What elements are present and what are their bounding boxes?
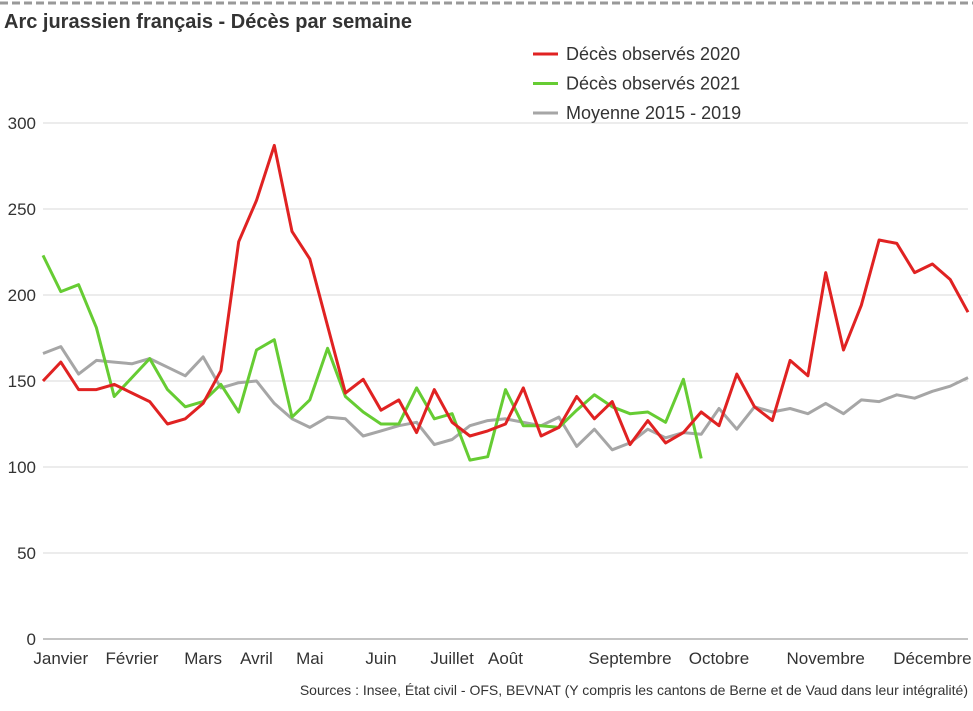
x-tick-label: Novembre bbox=[786, 649, 864, 668]
x-tick-label: Août bbox=[488, 649, 523, 668]
x-tick-label: Mai bbox=[296, 649, 323, 668]
y-tick-label: 250 bbox=[8, 200, 36, 219]
x-tick-label: Septembre bbox=[588, 649, 671, 668]
source-note: Sources : Insee, État civil - OFS, BEVNA… bbox=[300, 682, 968, 698]
x-tick-label: Juin bbox=[365, 649, 396, 668]
legend-label: Décès observés 2021 bbox=[566, 74, 740, 94]
series-line bbox=[41, 254, 703, 462]
x-tick-label: Janvier bbox=[33, 649, 88, 668]
y-tick-label: 150 bbox=[8, 372, 36, 391]
y-tick-label: 0 bbox=[27, 630, 36, 649]
x-tick-label: Mars bbox=[184, 649, 222, 668]
x-tick-label: Octobre bbox=[689, 649, 749, 668]
x-tick-label: Juillet bbox=[430, 649, 474, 668]
series-line bbox=[41, 143, 970, 447]
chart-title: Arc jurassien français - Décès par semai… bbox=[4, 11, 412, 33]
series-line bbox=[42, 345, 969, 452]
y-tick-label: 200 bbox=[8, 286, 36, 305]
y-tick-label: 100 bbox=[8, 458, 36, 477]
legend-label: Moyenne 2015 - 2019 bbox=[566, 103, 741, 123]
x-tick-label: Décembre bbox=[893, 649, 971, 668]
x-tick-label: Février bbox=[105, 649, 158, 668]
legend-label: Décès observés 2020 bbox=[566, 44, 740, 64]
y-tick-label: 50 bbox=[17, 544, 36, 563]
y-tick-label: 300 bbox=[8, 114, 36, 133]
x-tick-label: Avril bbox=[240, 649, 273, 668]
